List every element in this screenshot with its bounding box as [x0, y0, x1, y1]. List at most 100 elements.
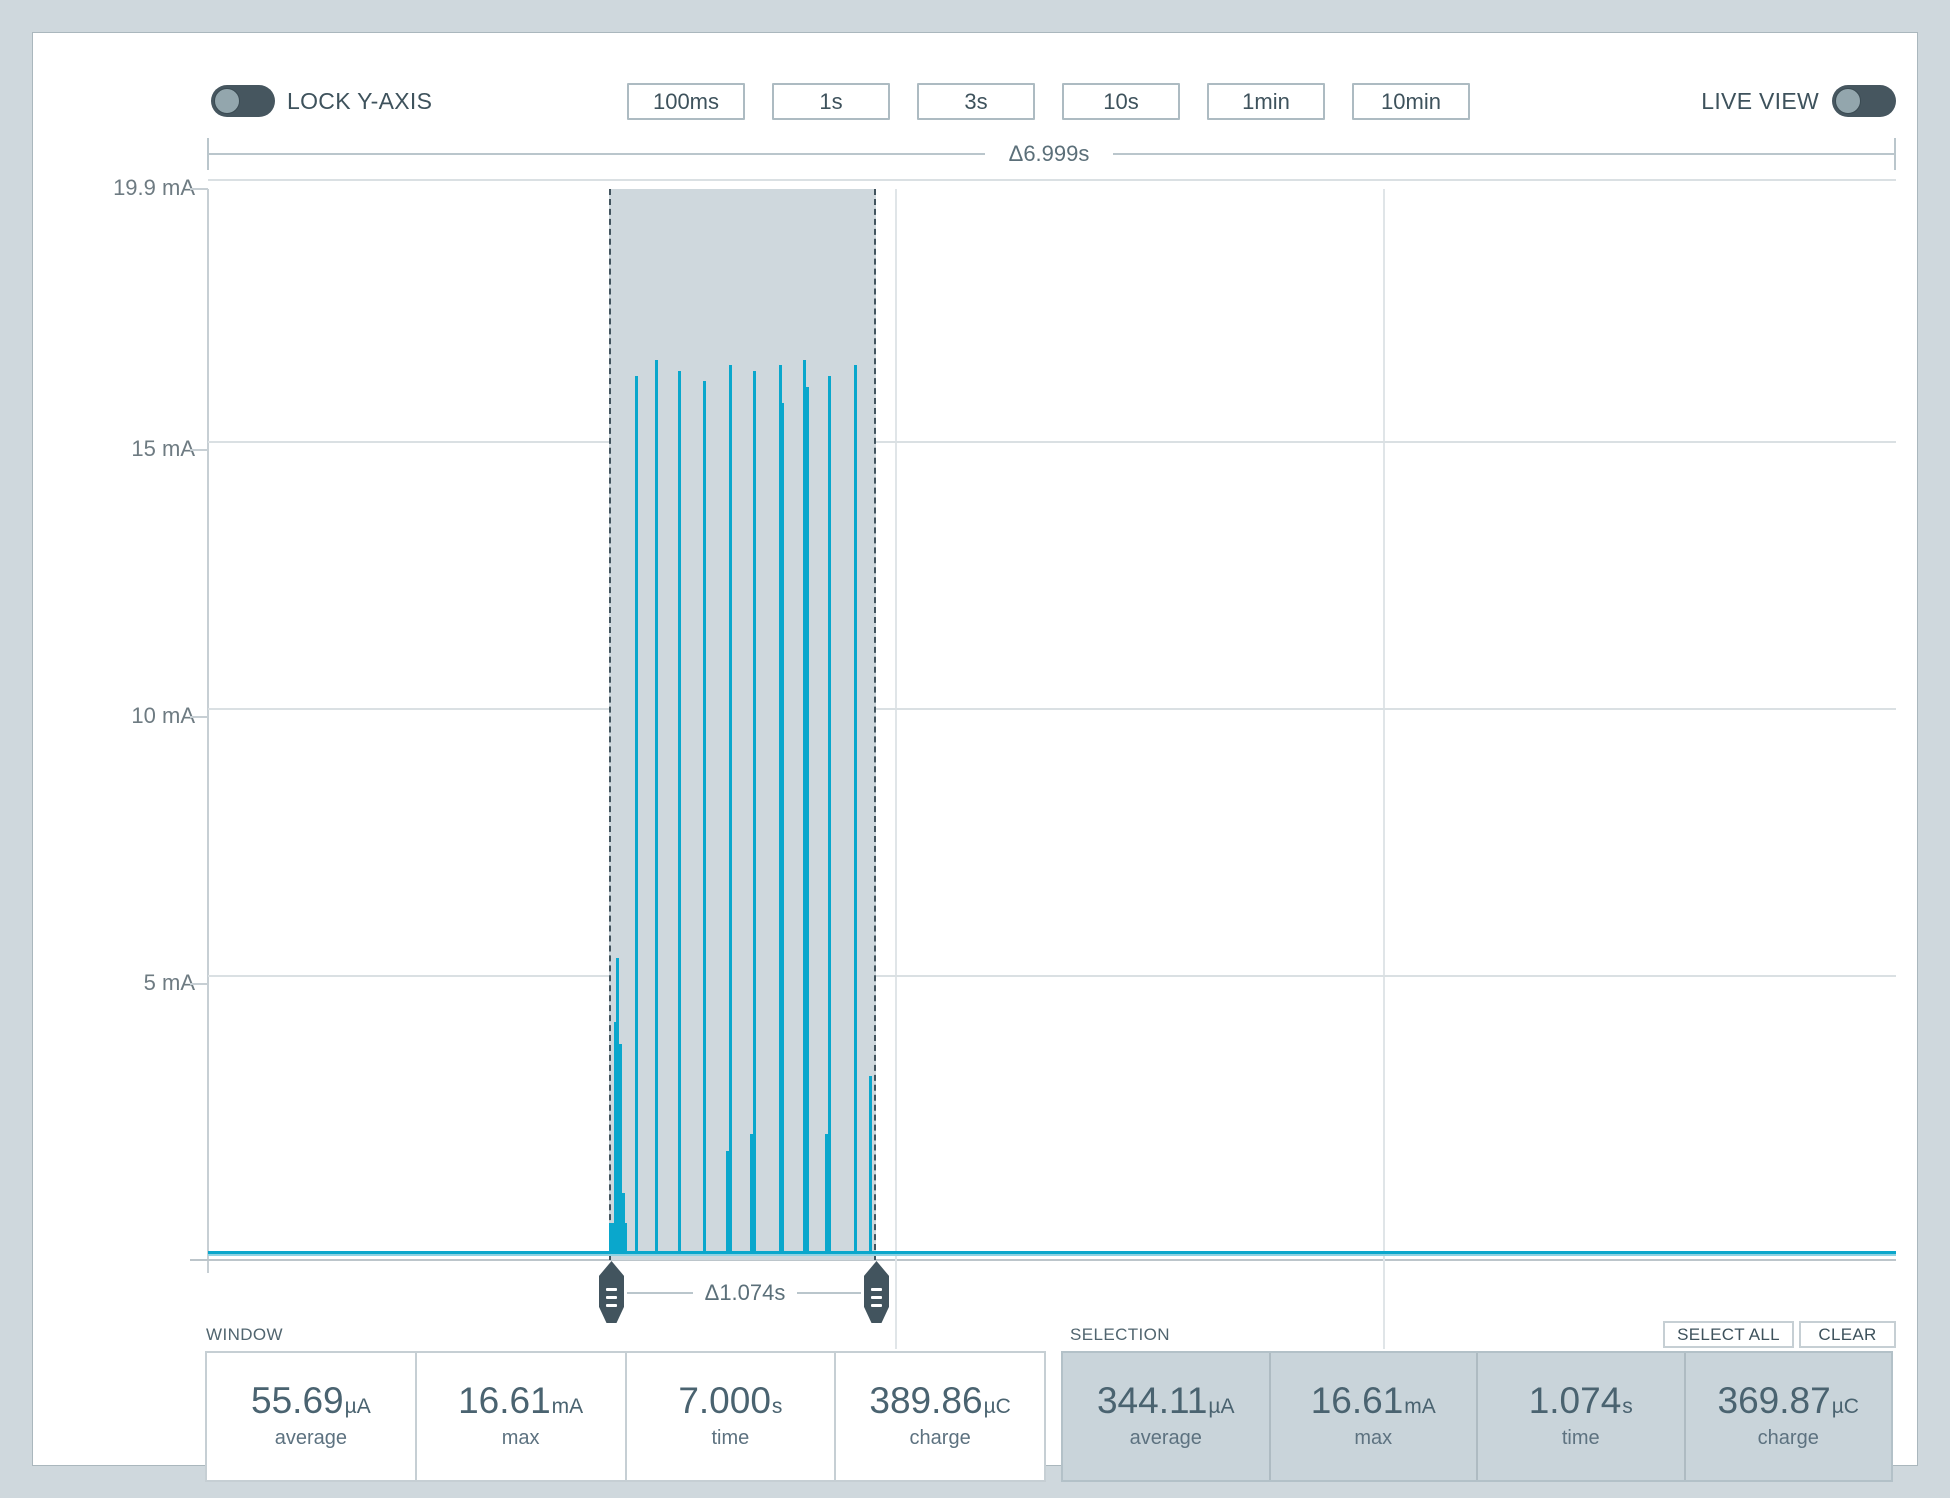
current-spike: [635, 376, 638, 1252]
time-window-button-10s[interactable]: 10s: [1062, 83, 1180, 120]
grip-lines-icon: [871, 1288, 882, 1291]
stat-value: 344.11: [1096, 1379, 1208, 1421]
selection-charge-cell: 369.87 µC charge: [1683, 1353, 1892, 1480]
lock-y-axis-label: LOCK Y-AXIS: [287, 88, 433, 114]
window-delta-bracket-tick: [1894, 138, 1896, 170]
stat-label: charge: [1757, 1426, 1819, 1449]
window-stats-panel: 55.69 µA average 16.61 mA max 7.000 s time …: [205, 1351, 1046, 1482]
current-spike: [678, 371, 681, 1252]
live-view-toggle[interactable]: [1832, 85, 1896, 117]
lock-y-axis-toggle[interactable]: [211, 85, 275, 117]
stat-label: average: [274, 1426, 348, 1449]
current-spike: [869, 1076, 872, 1252]
current-spike: [750, 1134, 753, 1252]
current-spike: [828, 376, 831, 1252]
current-spike: [703, 381, 706, 1252]
time-window-button-1s[interactable]: 1s: [772, 83, 890, 120]
grip-lines-icon: [606, 1304, 617, 1307]
selection-max-cell: 16.61 mA max: [1268, 1353, 1477, 1480]
grip-lines-icon: [871, 1296, 882, 1299]
live-view-label: LIVE VIEW: [1701, 88, 1819, 114]
window-delta-bracket-line: [208, 153, 985, 155]
vertical-gridline: [895, 189, 898, 1349]
current-spike: [806, 387, 809, 1252]
stat-value: 16.61: [1310, 1379, 1404, 1421]
stat-label: time: [711, 1426, 750, 1449]
y-tick-mark: [190, 449, 208, 451]
stat-unit: µC: [1831, 1394, 1859, 1418]
selection-delta-ruler-line: [627, 1292, 693, 1294]
stat-unit: s: [771, 1394, 783, 1418]
selection-overlay[interactable]: [609, 189, 876, 1260]
stat-unit: µC: [983, 1394, 1011, 1418]
y-tick-mark: [190, 983, 208, 985]
selection-handle-right[interactable]: [864, 1261, 889, 1323]
grip-lines-icon: [606, 1296, 617, 1299]
window-charge-cell: 389.86 µC charge: [834, 1353, 1044, 1480]
stat-label: max: [501, 1426, 540, 1449]
time-window-button-1min[interactable]: 1min: [1207, 83, 1325, 120]
current-spike: [803, 360, 806, 1252]
window-delta-label: Δ6.999s: [1008, 141, 1090, 166]
time-window-button-100ms[interactable]: 100ms: [627, 83, 745, 120]
y-tick-label: 10 mA: [131, 703, 195, 728]
y-tick-mark: [190, 716, 208, 718]
toggle-knob-icon: [1835, 88, 1861, 114]
horizontal-gridline: [208, 974, 1896, 977]
current-spike: [729, 365, 732, 1252]
horizontal-gridline: [208, 179, 1896, 181]
y-tick-label: 15 mA: [131, 436, 195, 461]
clear-button[interactable]: CLEAR: [1799, 1321, 1896, 1348]
stat-label: average: [1129, 1426, 1202, 1449]
window-delta-bracket-line: [1113, 153, 1896, 155]
current-spike: [655, 360, 658, 1252]
selection-delta-label: Δ1.074s: [704, 1280, 786, 1305]
current-spike: [753, 371, 756, 1252]
y-tick-mark: [190, 188, 208, 190]
horizontal-gridline: [208, 440, 1896, 443]
selection-handle-left[interactable]: [599, 1261, 624, 1323]
time-window-button-3s[interactable]: 3s: [917, 83, 1035, 120]
current-spike: [619, 1044, 622, 1252]
select-all-button[interactable]: SELECT ALL: [1663, 1321, 1794, 1348]
time-window-button-10min[interactable]: 10min: [1352, 83, 1470, 120]
horizontal-gridline: [208, 707, 1896, 710]
window-delta-bracket-tick: [207, 138, 209, 170]
current-spike: [779, 365, 782, 1252]
grip-lines-icon: [606, 1288, 617, 1291]
stat-unit: s: [1622, 1394, 1633, 1418]
y-tick-label: 19.9 mA: [113, 175, 195, 200]
stat-unit: µA: [1208, 1394, 1235, 1418]
current-spike: [825, 1134, 828, 1252]
stat-value: 389.86: [869, 1379, 983, 1421]
stat-label: max: [1354, 1426, 1393, 1449]
selection-time-cell: 1.074 s time: [1476, 1353, 1684, 1480]
stat-value: 55.69: [251, 1379, 344, 1421]
stat-value: 16.61: [458, 1379, 551, 1421]
stat-label: time: [1561, 1426, 1600, 1449]
baseline-trace: [208, 1251, 1896, 1254]
window-max-cell: 16.61 mA max: [414, 1353, 625, 1480]
grip-lines-icon: [871, 1304, 882, 1307]
stat-value: 1.074: [1528, 1379, 1622, 1421]
baseline-noise: [208, 1254, 1896, 1256]
stat-label: charge: [909, 1426, 971, 1449]
window-average-cell: 55.69 µA average: [207, 1353, 415, 1480]
current-spike: [781, 403, 784, 1252]
stat-unit: mA: [551, 1394, 584, 1418]
window-stats-title: WINDOW: [206, 1325, 283, 1344]
window-time-cell: 7.000 s time: [624, 1353, 835, 1480]
selection-delta-ruler-line: [797, 1292, 861, 1294]
y-tick-label: 5 mA: [143, 970, 195, 995]
selection-average-cell: 344.11 µA average: [1063, 1353, 1269, 1480]
vertical-gridline: [1382, 189, 1385, 1349]
current-spike: [614, 1022, 617, 1252]
app-panel: LOCK Y-AXIS 100ms 1s 3s 10s 1min 10min L…: [32, 32, 1918, 1482]
toggle-knob-icon: [214, 88, 240, 114]
plot-area[interactable]: [208, 179, 1896, 1349]
current-spike: [726, 1151, 729, 1252]
stat-value: 7.000: [678, 1379, 771, 1421]
current-spike: [616, 958, 619, 1252]
stat-unit: µA: [344, 1394, 371, 1418]
